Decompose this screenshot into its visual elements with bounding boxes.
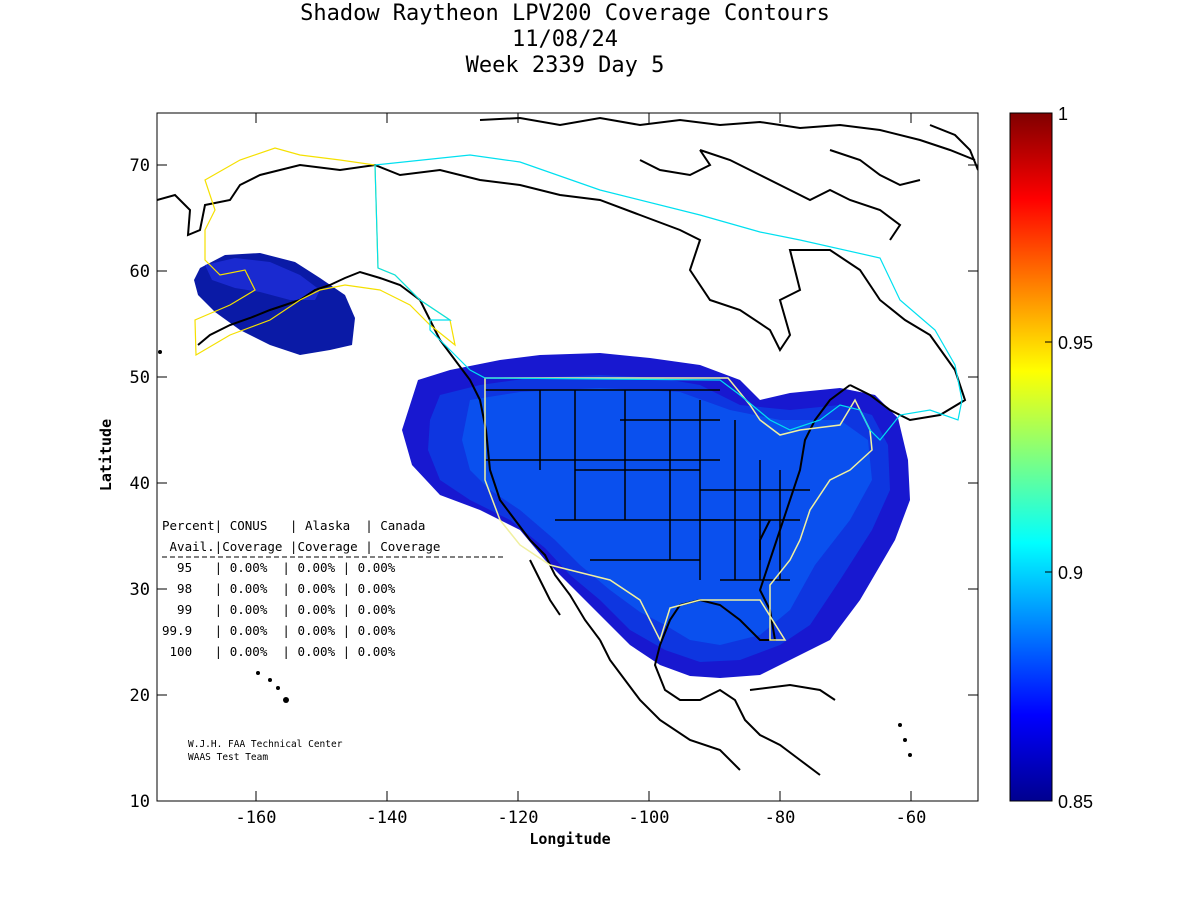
table-row: 98 | 0.00% | 0.00% | 0.00% <box>162 581 396 596</box>
colorbar-label: 0.85 <box>1058 792 1093 812</box>
alaska-boundary <box>194 147 456 357</box>
islands <box>158 350 912 757</box>
table-row: 99.9 | 0.00% | 0.00% | 0.00% <box>162 623 396 638</box>
xtick-label: -80 <box>765 808 796 828</box>
chart-week-day: Week 2339 Day 5 <box>465 53 665 78</box>
alaska-coverage-inner <box>205 258 320 300</box>
x-axis-label: Longitude <box>529 830 610 848</box>
xtick-label: -140 <box>367 808 408 828</box>
colorbar-label: 1 <box>1058 104 1068 124</box>
table-row: 99 | 0.00% | 0.00% | 0.00% <box>162 602 396 617</box>
xtick-label: -100 <box>629 808 670 828</box>
colorbar-label: 0.95 <box>1058 333 1093 353</box>
credit-line-1: W.J.H. FAA Technical Center <box>188 739 343 750</box>
conus-boundary <box>484 377 873 642</box>
ytick-label: 50 <box>130 368 150 388</box>
map-layers <box>157 116 978 776</box>
coverage-table: Percent| CONUS | Alaska | Canada Avail.|… <box>162 518 505 659</box>
xtick-label: -160 <box>236 808 277 828</box>
table-row: 95 | 0.00% | 0.00% | 0.00% <box>162 560 396 575</box>
colorbar-label: 0.9 <box>1058 563 1083 583</box>
xtick-label: -60 <box>896 808 927 828</box>
ytick-label: 60 <box>130 262 150 282</box>
y-ticks <box>157 164 978 802</box>
xtick-label: -120 <box>498 808 539 828</box>
state-boundaries <box>485 389 810 581</box>
x-ticks <box>255 113 912 801</box>
table-header-1: Percent| CONUS | Alaska | Canada <box>162 518 425 533</box>
ytick-label: 20 <box>130 686 150 706</box>
chart-title: Shadow Raytheon LPV200 Coverage Contours <box>300 1 830 26</box>
ytick-label: 30 <box>130 580 150 600</box>
ytick-label: 70 <box>130 156 150 176</box>
coastlines <box>157 116 978 776</box>
credit-line-2: WAAS Test Team <box>188 752 268 763</box>
table-header-2: Avail.|Coverage |Coverage | Coverage <box>162 539 440 554</box>
ytick-label: 10 <box>130 792 150 812</box>
ytick-label: 40 <box>130 474 150 494</box>
colorbar-ticks <box>1045 112 1052 802</box>
y-axis-label: Latitude <box>97 419 115 491</box>
table-row: 100 | 0.00% | 0.00% | 0.00% <box>162 644 396 659</box>
plot-frame <box>156 112 979 802</box>
chart-date: 11/08/24 <box>512 27 618 52</box>
colorbar <box>1009 112 1053 802</box>
canada-boundary <box>374 154 963 441</box>
